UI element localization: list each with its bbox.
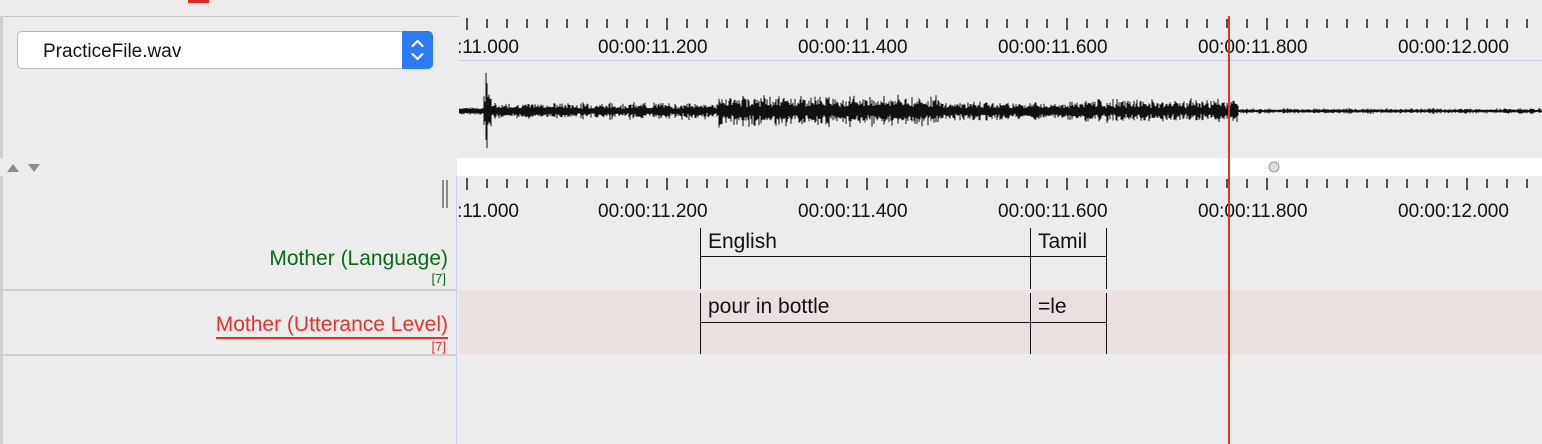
column-resize-handle-icon[interactable] bbox=[441, 180, 449, 208]
annotation-english[interactable]: English bbox=[708, 230, 777, 253]
ruler-label: :11.000 bbox=[459, 37, 519, 58]
left-border bbox=[0, 16, 3, 444]
ruler-label: :11.000 bbox=[459, 201, 519, 221]
annotation-boundary bbox=[700, 228, 701, 289]
ruler-label: 00:00:11.600 bbox=[998, 201, 1108, 221]
annotation-tamil[interactable]: Tamil bbox=[1038, 230, 1088, 253]
top-toolbar-strip bbox=[0, 0, 1542, 17]
audio-file-select-value: PracticeFile.wav bbox=[43, 41, 182, 62]
annotation-pour-in-bottle[interactable]: pour in bottle bbox=[708, 295, 830, 318]
tier-label-separator bbox=[456, 176, 457, 444]
ruler-baseline bbox=[459, 60, 1542, 61]
annotation-boundary bbox=[1030, 228, 1031, 289]
audio-file-select[interactable]: PracticeFile.wav bbox=[17, 31, 433, 69]
tier-label-mother-language[interactable]: Mother (Language) bbox=[269, 247, 448, 270]
annotation-underline bbox=[700, 322, 1107, 323]
ruler-label: 00:00:11.800 bbox=[1198, 37, 1308, 58]
tier-divider bbox=[3, 289, 457, 291]
ruler-label: 00:00:12.000 bbox=[1398, 37, 1509, 58]
annotation-boundary bbox=[1106, 293, 1107, 354]
annotation-le[interactable]: =le bbox=[1038, 295, 1067, 318]
ruler-label: 00:00:11.400 bbox=[798, 37, 908, 58]
tier-count-mother-language: [7] bbox=[431, 271, 446, 286]
ruler-label: 00:00:12.000 bbox=[1398, 201, 1509, 221]
tier-row-mother-utterance[interactable]: pour in bottle =le bbox=[459, 290, 1542, 354]
annotation-underline bbox=[700, 256, 1107, 257]
triangle-down-icon[interactable] bbox=[27, 162, 41, 173]
time-ruler-tiers[interactable]: :11.000 00:00:11.200 00:00:11.400 00:00:… bbox=[459, 176, 1542, 221]
ruler-label: 00:00:11.800 bbox=[1198, 201, 1308, 221]
triangle-up-icon[interactable] bbox=[6, 162, 20, 173]
annotation-boundary bbox=[1030, 293, 1031, 354]
audio-waveform bbox=[459, 72, 1542, 149]
tier-divider bbox=[3, 354, 457, 356]
playback-cursor[interactable] bbox=[1228, 16, 1230, 444]
ruler-label: 00:00:11.400 bbox=[798, 201, 908, 221]
ruler-label: 00:00:11.200 bbox=[598, 37, 708, 58]
ruler-ticks-top bbox=[466, 18, 1528, 30]
ruler-label: 00:00:11.600 bbox=[998, 37, 1108, 58]
tier-row-mother-language[interactable]: English Tamil bbox=[459, 225, 1542, 289]
splitter-left-area bbox=[0, 158, 457, 176]
ruler-label: 00:00:11.200 bbox=[598, 201, 708, 221]
top-red-marker bbox=[188, 0, 209, 3]
ruler-ticks-tiers bbox=[466, 178, 1528, 190]
annotation-boundary bbox=[700, 293, 701, 354]
annotation-boundary bbox=[1106, 228, 1107, 289]
time-ruler-top[interactable]: :11.000 00:00:11.200 00:00:11.400 00:00:… bbox=[459, 16, 1542, 61]
waveform-panel[interactable]: :11.000 00:00:11.200 00:00:11.400 00:00:… bbox=[459, 16, 1542, 158]
up-down-chevron-icon[interactable] bbox=[402, 31, 433, 69]
tier-count-mother-utterance: [7] bbox=[431, 339, 446, 354]
panel-splitter[interactable] bbox=[0, 158, 1542, 176]
tier-label-mother-utterance[interactable]: Mother (Utterance Level) bbox=[215, 313, 448, 339]
drag-handle-icon[interactable] bbox=[1267, 160, 1281, 174]
